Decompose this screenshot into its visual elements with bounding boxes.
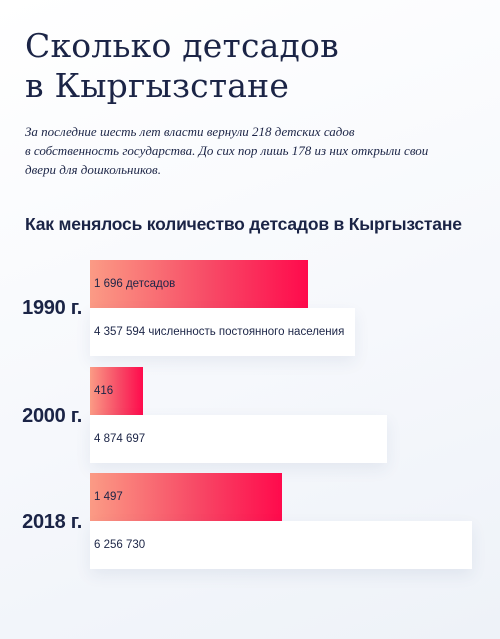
page-title: Сколько детсадов в Кыргызстане: [25, 26, 339, 106]
population-bar-label: 4 874 697: [94, 433, 146, 445]
population-bar-label: 6 256 730: [94, 539, 146, 551]
intro-text: За последние шесть лет власти вернули 21…: [25, 122, 485, 179]
population-bar: 4 357 594 численность постоянного населе…: [90, 308, 355, 356]
intro-line-1: За последние шесть лет власти вернули 21…: [25, 124, 355, 139]
kindergarten-bar: 1 497: [90, 473, 282, 521]
population-bar: 6 256 730: [90, 521, 472, 569]
kindergarten-bar-label: 416: [94, 385, 114, 397]
year-label: 2018 г.: [22, 511, 82, 533]
chart-title: Как менялось количество детсадов в Кыргы…: [25, 214, 462, 234]
kindergarten-bar: 1 696 детсадов: [90, 260, 308, 308]
intro-line-3: двери для дошкольников.: [25, 162, 161, 177]
year-label: 2000 г.: [22, 405, 82, 427]
kindergarten-bar: 416: [90, 367, 143, 415]
population-bar: 4 874 697: [90, 415, 387, 463]
year-label: 1990 г.: [22, 297, 82, 319]
population-bar-label: 4 357 594 численность постоянного населе…: [94, 326, 345, 338]
page-title-line-2: в Кыргызстане: [25, 66, 290, 105]
intro-line-2: в собственность государства. До сих пор …: [25, 143, 429, 158]
kindergarten-bar-label: 1 696 детсадов: [94, 278, 176, 290]
page-title-line-1: Сколько детсадов: [25, 26, 339, 65]
kindergarten-bar-label: 1 497: [94, 491, 123, 503]
